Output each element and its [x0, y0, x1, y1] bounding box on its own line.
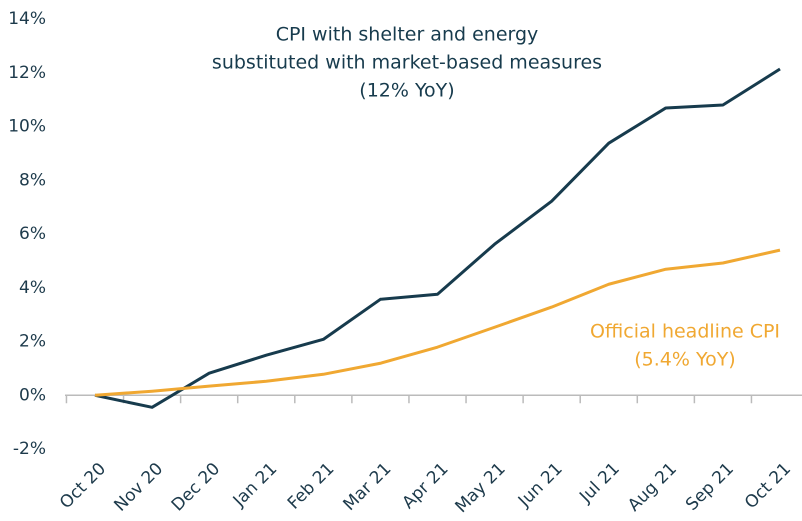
annotation: CPI with shelter and energy	[276, 24, 539, 46]
x-tick-label: Aug 21	[624, 459, 681, 516]
y-tick-label: 4%	[19, 278, 46, 298]
series-line	[94, 67, 781, 409]
x-tick-label: Apr 21	[399, 459, 453, 513]
y-tick-label: 12%	[8, 63, 46, 83]
x-tick-label: Feb 21	[284, 459, 339, 514]
x-tick-label: May 21	[452, 459, 510, 517]
y-tick-label: 6%	[19, 224, 46, 244]
y-tick-label: 8%	[19, 170, 46, 190]
y-tick-label: 2%	[19, 332, 46, 352]
x-tick-label: Jun 21	[514, 459, 567, 512]
annotation: (5.4% YoY)	[634, 349, 735, 371]
y-tick-label: -2%	[13, 439, 46, 459]
x-tick-label: Mar 21	[340, 459, 396, 515]
annotation: Official headline CPI	[590, 321, 780, 343]
x-tick-label: Jan 21	[229, 459, 282, 512]
x-tick-label: Jul 21	[575, 459, 623, 507]
annotation: substituted with market-based measures	[212, 52, 602, 74]
x-tick-label: Oct 20	[56, 459, 110, 513]
y-tick-label: 10%	[8, 117, 46, 137]
x-tick-label: Nov 20	[110, 459, 167, 516]
x-tick-label: Dec 20	[168, 459, 225, 516]
x-tick-label: Oct 21	[741, 459, 795, 513]
annotation: (12% YoY)	[359, 80, 454, 102]
y-tick-label: 14%	[8, 9, 46, 29]
series-line	[94, 248, 781, 397]
y-tick-label: 0%	[19, 385, 46, 405]
x-tick-label: Sep 21	[682, 459, 738, 515]
